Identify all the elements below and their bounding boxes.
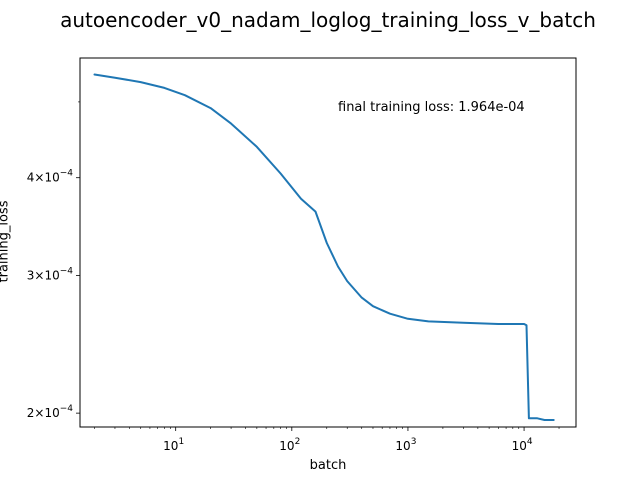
axes-frame (79, 57, 577, 428)
y-tick-label: 2×10−4 (27, 404, 74, 420)
y-axis-label: training_loss (0, 200, 12, 283)
series-line (93, 73, 555, 421)
y-tick-label: 4×10−4 (27, 169, 74, 185)
x-tick-label: 103 (395, 437, 416, 453)
y-tick-label: 3×10−4 (27, 266, 74, 282)
x-tick-label: 101 (163, 437, 184, 453)
x-axis-label: batch (309, 458, 347, 473)
final-loss-annotation: final training loss: 1.964e-04 (338, 100, 525, 115)
x-tick-label: 104 (512, 437, 533, 453)
chart-title: autoencoder_v0_nadam_loglog_training_los… (60, 8, 596, 32)
x-tick-label: 102 (279, 437, 300, 453)
